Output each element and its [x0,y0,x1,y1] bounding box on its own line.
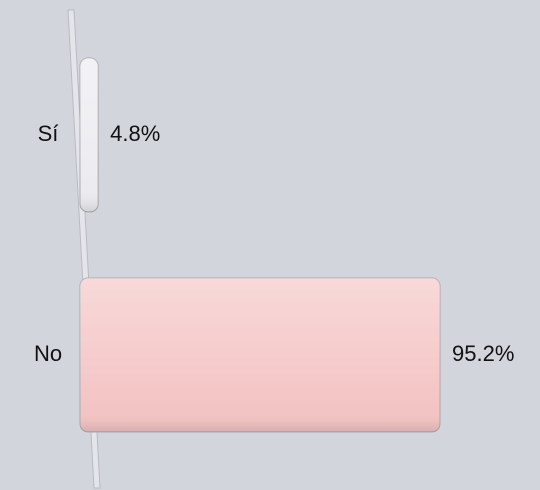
bar-shade [80,278,440,432]
value-label: 95.2% [452,341,514,366]
bar-shade [80,58,99,212]
category-label: Sí [38,121,59,146]
category-label: No [34,341,62,366]
value-label: 4.8% [110,121,160,146]
